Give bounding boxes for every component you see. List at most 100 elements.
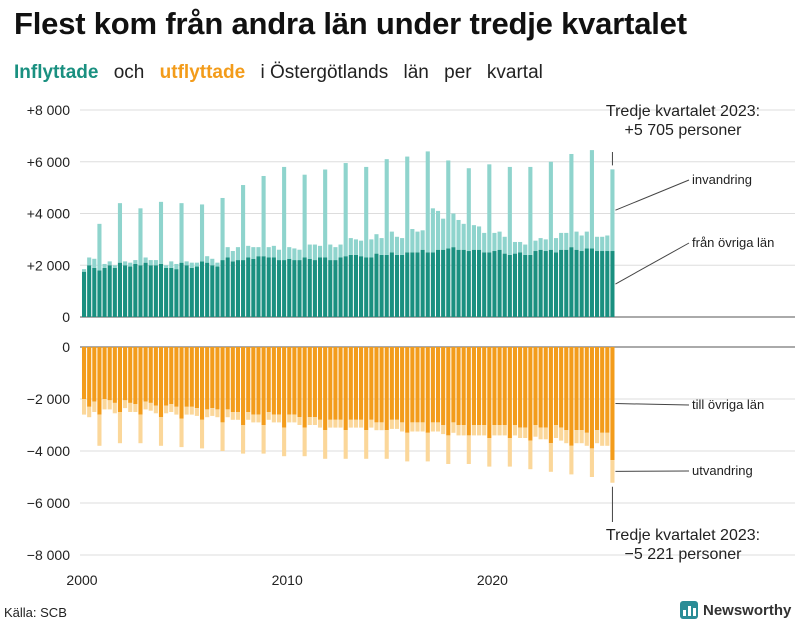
bar-to-other-counties [420, 347, 425, 423]
bar-from-other-counties [389, 252, 394, 317]
bar-immigration [128, 262, 133, 267]
bar-emigration [225, 409, 230, 418]
bar-emigration [307, 417, 312, 425]
bar-emigration [466, 435, 471, 464]
bar-immigration [466, 168, 471, 252]
bar-immigration [328, 244, 333, 261]
bar-to-other-counties [164, 347, 169, 406]
bar-emigration [323, 430, 328, 459]
bar-emigration [507, 438, 512, 467]
bar-from-other-counties [133, 263, 138, 317]
bar-to-other-counties [441, 347, 446, 425]
bar-to-other-counties [220, 347, 225, 423]
bar-emigration [302, 427, 307, 457]
bar-immigration [256, 247, 261, 257]
bars [82, 150, 615, 483]
x-tick-label: 2000 [66, 572, 97, 588]
bar-immigration [271, 245, 276, 258]
bar-to-other-counties [533, 347, 538, 425]
bar-emigration [584, 432, 589, 446]
bar-from-other-counties [153, 265, 158, 317]
bar-immigration [384, 159, 389, 255]
bar-to-other-counties [174, 347, 179, 407]
bar-emigration [199, 419, 205, 449]
bar-immigration [230, 251, 235, 262]
bar-emigration [451, 422, 456, 433]
bar-from-other-counties [266, 257, 271, 317]
bar-emigration [553, 425, 559, 438]
bar-emigration [328, 419, 333, 428]
bar-from-other-counties [497, 249, 502, 317]
bar-to-other-counties [194, 347, 199, 409]
bar-to-other-counties [158, 347, 164, 418]
bar-from-other-counties [138, 265, 143, 317]
annotation-bottom-line2: −5 221 personer [625, 546, 743, 563]
y-tick-label-bottom: −4 000 [27, 443, 70, 459]
bar-emigration [297, 417, 302, 425]
bar-immigration [461, 223, 466, 250]
bar-from-other-counties [353, 254, 358, 317]
bar-from-other-counties [441, 249, 446, 317]
bar-immigration [102, 263, 107, 268]
bar-emigration [333, 419, 338, 428]
x-tick-label: 2020 [477, 572, 508, 588]
bar-from-other-counties [189, 267, 194, 317]
bar-immigration [343, 163, 348, 257]
bar-from-other-counties [543, 251, 548, 317]
bar-emigration [266, 412, 271, 420]
bar-immigration [425, 151, 430, 253]
bar-to-other-counties [528, 347, 533, 441]
bar-immigration [184, 261, 189, 266]
bar-to-other-counties [389, 347, 394, 420]
bar-emigration [359, 419, 364, 428]
bar-emigration [87, 406, 92, 418]
bar-emigration [287, 414, 292, 423]
label-immigration: invandring [692, 172, 752, 187]
bar-to-other-counties [302, 347, 307, 428]
bar-to-other-counties [487, 347, 492, 438]
bar-immigration [477, 226, 482, 250]
bar-emigration [235, 412, 240, 420]
bar-to-other-counties [605, 347, 610, 433]
bar-from-other-counties [600, 251, 605, 317]
label-pointer-to-other [615, 403, 690, 406]
y-tick-label-bottom: 0 [62, 339, 70, 355]
bar-to-other-counties [430, 347, 435, 423]
bar-from-other-counties [297, 260, 302, 317]
bar-emigration [92, 401, 97, 412]
bar-immigration [379, 238, 384, 255]
bar-emigration [461, 425, 466, 436]
bar-from-other-counties [256, 256, 261, 317]
bar-emigration [559, 427, 564, 441]
bar-immigration [369, 239, 374, 258]
bar-to-other-counties [507, 347, 512, 438]
bar-to-other-counties [143, 347, 148, 402]
bar-from-other-counties [487, 252, 492, 317]
bar-immigration [348, 238, 353, 255]
bar-immigration [528, 166, 533, 255]
bar-immigration [600, 236, 605, 252]
bar-to-other-counties [128, 347, 133, 403]
bar-to-other-counties [189, 347, 194, 407]
bar-immigration [87, 257, 92, 266]
bar-emigration [405, 432, 410, 462]
bar-to-other-counties [589, 347, 594, 449]
bar-immigration [523, 244, 528, 255]
bar-to-other-counties [584, 347, 589, 433]
bar-to-other-counties [271, 347, 276, 415]
y-tick-label-bottom: −8 000 [27, 547, 70, 563]
bar-emigration [143, 401, 148, 410]
bar-to-other-counties [461, 347, 466, 425]
bar-immigration [194, 262, 199, 267]
bar-immigration [579, 235, 584, 252]
bar-from-other-counties [241, 260, 246, 317]
bar-to-other-counties [328, 347, 333, 420]
bar-from-other-counties [179, 262, 184, 317]
bar-immigration [559, 232, 564, 250]
bar-from-other-counties [435, 249, 441, 317]
bar-emigration [261, 425, 266, 454]
bar-to-other-counties [512, 347, 518, 425]
bar-immigration [389, 231, 394, 253]
bar-emigration [107, 400, 112, 410]
bar-from-other-counties [605, 251, 610, 317]
